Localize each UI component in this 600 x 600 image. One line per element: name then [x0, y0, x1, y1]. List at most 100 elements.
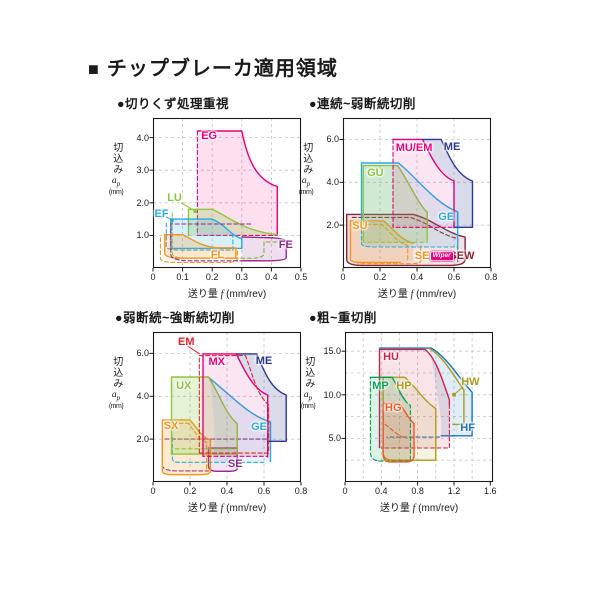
chart-0-x-tick-0: 0: [150, 272, 156, 282]
chart-3-frame: [344, 331, 494, 483]
chart-3-y-tick-5.0: 5.0: [328, 433, 341, 444]
region-label-ME: ME: [255, 354, 273, 367]
title-square-marker: ■: [88, 59, 100, 79]
chart-2-x-tick-0.8: 0.8: [294, 486, 308, 496]
chart-1-y-axis-label: 切込み ap (mm): [298, 142, 314, 196]
region-MP: [370, 377, 411, 462]
chart-0-y-axis-label: 切込み ap (mm): [108, 142, 124, 196]
wiper-badge: Wiper: [429, 251, 454, 262]
region-GE: [209, 378, 271, 462]
chart-3-x-tick-1.2: 1.2: [447, 486, 461, 496]
chart-3-y-axis-label: 切込み ap (mm): [300, 356, 316, 410]
region-label-SEW: SEW: [449, 249, 475, 262]
chart-0-plot: 0 0.1 0.2 0.3 0.4 0.5 1.0 2.0 3.0 4.0 EG LU EF FL FE 切込…: [109, 117, 307, 300]
chart-3-x-tick-0.8: 0.8: [411, 486, 424, 496]
region-EG: [197, 131, 278, 236]
region-SX: [162, 419, 211, 475]
chart-1-x-tick-0.4: 0.4: [410, 272, 424, 282]
leader-dot-EF: [170, 218, 174, 222]
region-ME: [236, 353, 287, 442]
region-SU: [350, 220, 414, 263]
region-label-GE: GE: [251, 421, 267, 434]
chart-1-x-axis-label: 送り量 f (mm/rev): [377, 289, 457, 300]
chart-0-x-axis-label: 送り量 f (mm/rev): [187, 289, 267, 300]
chart-1-x-tick-0.2: 0.2: [373, 272, 387, 282]
chart-0-y-tick-3.0: 3.0: [136, 165, 149, 176]
leader-dot-HW: [452, 393, 456, 397]
region-EF: [170, 219, 242, 249]
page-title-text: チップブレーカ適用領域: [106, 58, 338, 80]
chart-3-x-tick-0: 0: [342, 486, 348, 496]
chart-1-x-tick-0.6: 0.6: [447, 272, 461, 282]
chart-3-y-tick-15.0: 15.0: [323, 346, 341, 357]
chart-2-y-tick-4.0: 4.0: [136, 391, 149, 402]
region-label-HW: HW: [461, 375, 480, 388]
chart-2-x-tick-0: 0: [150, 486, 156, 496]
region-ME: [422, 139, 473, 228]
chart-2-x-tick-0.6: 0.6: [257, 486, 271, 496]
region-label-LU: LU: [167, 191, 182, 204]
chart-0-frame: [152, 117, 302, 269]
chart-3-subtitle: ●粗~重切削: [309, 311, 377, 325]
region-HG: [383, 403, 414, 462]
region-label-EF: EF: [154, 207, 169, 220]
region-FE: [241, 237, 287, 261]
chart-1-plot: 0 0.2 0.4 0.6 0.8 2.0 4.0 6.0 SEW Wiper SU SE GE GU MU…: [299, 117, 497, 300]
chart-0-x-tick-0.5: 0.5: [294, 272, 308, 282]
chart-0-y-tick-1.0: 1.0: [136, 230, 149, 241]
region-label-SU: SU: [352, 219, 368, 232]
region-label-FE: FE: [278, 238, 293, 251]
region-MU-EM: [393, 139, 454, 228]
chart-2-x-tick-0.2: 0.2: [183, 486, 197, 496]
region-label-GU: GU: [367, 167, 384, 180]
chart-2-y-axis-label: 切込み ap (mm): [108, 356, 124, 410]
region-label-HU: HU: [383, 350, 399, 363]
chart-0-x-tick-0.1: 0.1: [176, 272, 189, 282]
chart-2-x-tick-0.4: 0.4: [220, 486, 234, 496]
region-label-MX: MX: [208, 355, 226, 368]
region-HU: [379, 349, 450, 448]
region-label-SX: SX: [163, 420, 179, 433]
chart-2-frame: [152, 331, 302, 483]
chart-0-y-tick-4.0: 4.0: [136, 132, 149, 143]
chart-3-plot: 0 0.4 0.8 1.2 1.6 5.0 10.0 15.0 HF HW HU HP MP HG 切込み a…: [301, 331, 497, 514]
region-MX: [203, 353, 268, 457]
chart-0-x-tick-0.3: 0.3: [235, 272, 249, 282]
chart-2-canvas: [149, 331, 302, 486]
region-GU: [363, 165, 428, 243]
chart-0-y-tick-2.0: 2.0: [136, 197, 149, 208]
region-label-UX: UX: [176, 380, 192, 393]
region-label-GE: GE: [438, 210, 455, 223]
region-label-EM: EM: [178, 335, 195, 348]
region-label-HP: HP: [396, 379, 412, 392]
region-label-ME: ME: [443, 140, 461, 153]
leader-dot-LU: [193, 209, 198, 214]
chart-3-x-axis-label: 送り量 f (mm/rev): [379, 503, 459, 514]
region-FL: [164, 234, 236, 259]
chart-2-y-tick-2.0: 2.0: [136, 434, 149, 445]
chart-1-frame: [342, 117, 492, 269]
chart-2-subtitle: ●弱断続~強断続切削: [115, 311, 235, 325]
chart-1-subtitle: ●連続~弱断続切削: [309, 97, 416, 111]
chart-1-x-tick-0.8: 0.8: [484, 272, 498, 282]
region-UX: [171, 377, 238, 455]
region-label-EG: EG: [201, 129, 218, 142]
page-title: ■ チップブレーカ適用領域: [88, 52, 338, 81]
region-label-MU-EM: MU/EM: [395, 141, 433, 154]
chart-2-plot: 0 0.2 0.4 0.6 0.8 2.0 4.0 6.0 SE SX GE UX MX ME EM 切込み a…: [109, 331, 307, 514]
chart-1-y-tick-4.0: 4.0: [326, 177, 339, 188]
chart-3-x-tick-1.6: 1.6: [484, 486, 497, 496]
chart-2-y-tick-6.0: 6.0: [136, 348, 149, 359]
chart-1-y-tick-6.0: 6.0: [326, 134, 339, 145]
region-GE: [361, 163, 458, 247]
chart-1-x-tick-0: 0: [340, 272, 346, 282]
region-label-SE: SE: [227, 457, 243, 470]
chart-2-x-axis-label: 送り量 f (mm/rev): [187, 503, 267, 514]
region-label-HG: HG: [385, 402, 402, 415]
region-label-MP: MP: [372, 379, 389, 392]
chart-0-canvas: [149, 117, 302, 272]
chart-0-x-tick-0.4: 0.4: [265, 272, 278, 282]
chart-3-canvas: [341, 331, 494, 486]
chart-1-canvas: [339, 117, 492, 272]
